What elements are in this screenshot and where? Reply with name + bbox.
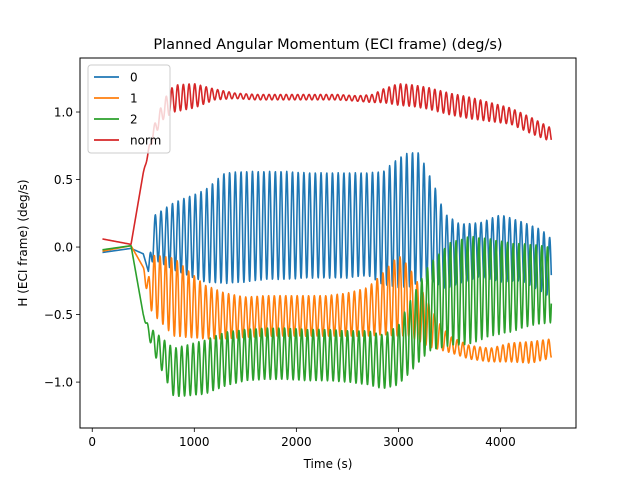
y-axis: −1.0 −0.5 0.0 0.5 1.0 — [44, 106, 80, 390]
y-tick-label: −1.0 — [44, 376, 73, 390]
plot-frame — [79, 57, 577, 429]
y-tick-label: 1.0 — [54, 106, 73, 120]
series-line-norm — [101, 83, 553, 246]
x-tick-label: 0 — [88, 435, 96, 449]
legend-box — [87, 64, 171, 154]
x-axis-label: Time (s) — [303, 457, 353, 471]
legend: 0 1 2 norm — [87, 64, 171, 154]
legend-entry-0: 0 — [130, 71, 138, 85]
series-line-1 — [101, 244, 553, 364]
series-line-0 — [101, 152, 553, 296]
legend-entry-norm: norm — [130, 134, 161, 148]
y-tick-label: 0.0 — [54, 241, 73, 255]
x-axis: 0 1000 2000 3000 4000 — [88, 428, 516, 449]
legend-entry-1: 1 — [130, 92, 138, 106]
chart-title: Planned Angular Momentum (ECI frame) (de… — [153, 37, 502, 53]
series-layer — [101, 83, 553, 397]
y-tick-label: 0.5 — [54, 173, 73, 187]
x-tick-label: 2000 — [281, 435, 312, 449]
x-tick-label: 4000 — [485, 435, 516, 449]
x-tick-label: 1000 — [179, 435, 210, 449]
y-tick-label: −0.5 — [44, 308, 73, 322]
x-tick-label: 3000 — [383, 435, 414, 449]
series-line-2 — [101, 235, 553, 397]
y-axis-label: H (ECI frame) (deg/s) — [16, 179, 30, 306]
legend-entry-2: 2 — [130, 113, 138, 127]
